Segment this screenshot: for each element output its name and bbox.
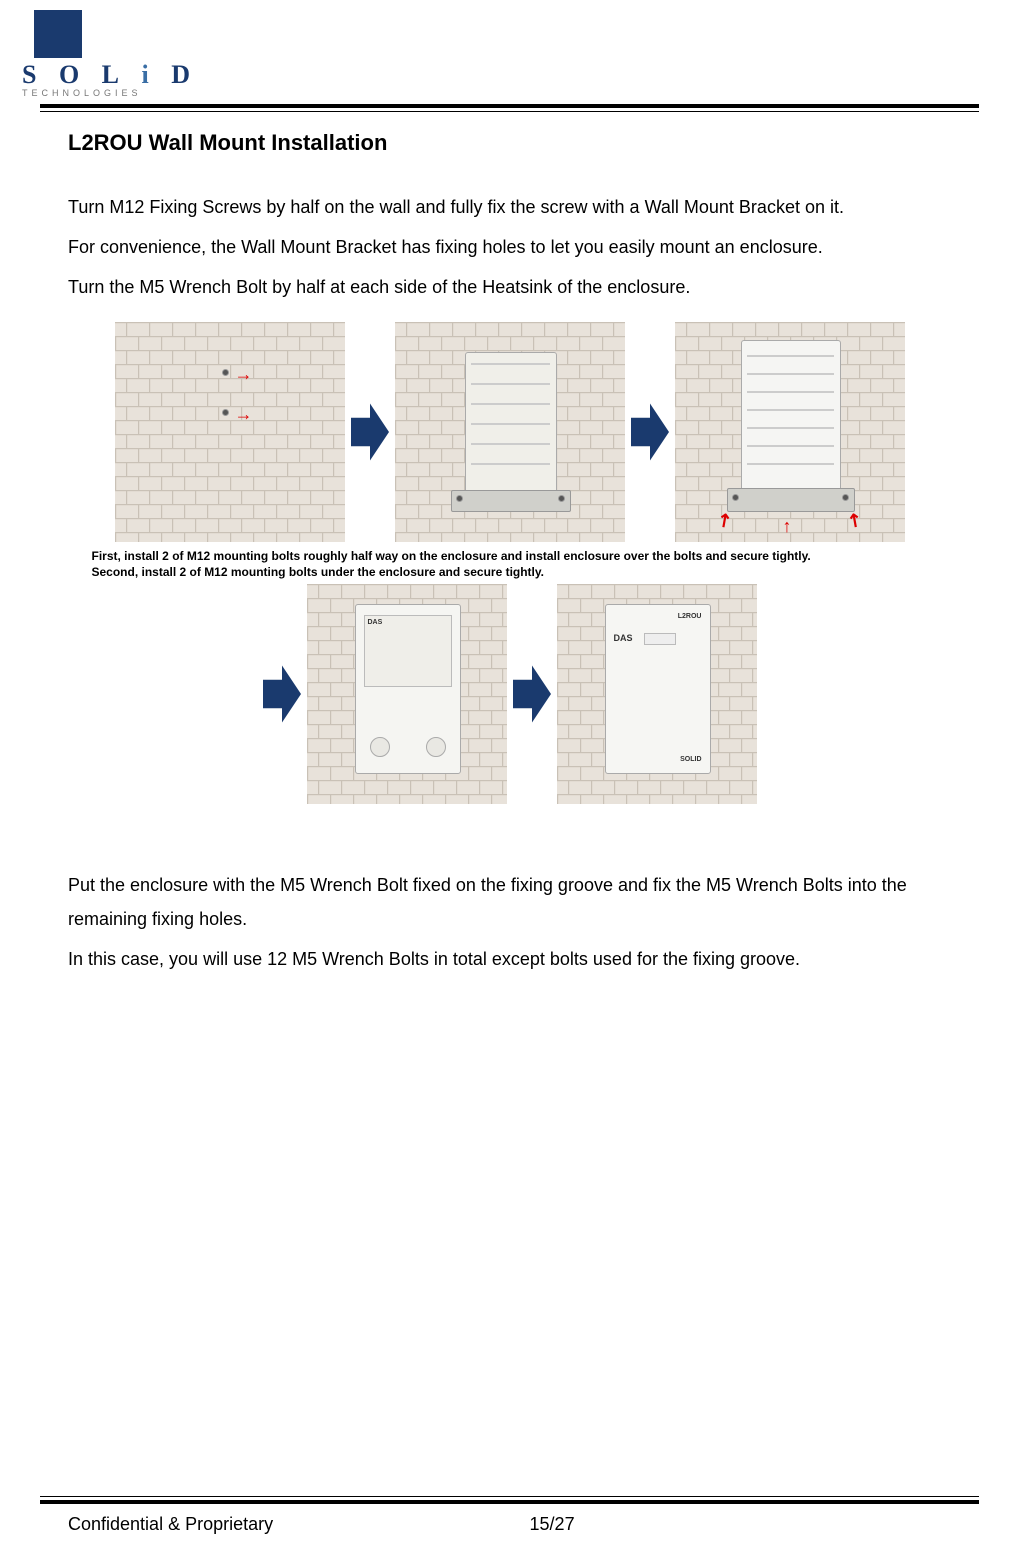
paragraph-2: For convenience, the Wall Mount Bracket … xyxy=(68,230,951,264)
step-arrow-icon xyxy=(351,392,389,472)
document-page: S O L i D TECHNOLOGIES L2ROU Wall Mount … xyxy=(0,0,1019,1563)
page-footer: Confidential & Proprietary 15/27 xyxy=(40,1496,979,1535)
installation-figure: → → xyxy=(90,322,930,804)
red-arrow-icon: → xyxy=(235,404,253,425)
screw-icon xyxy=(559,496,564,501)
port-icon xyxy=(370,737,390,757)
footer-rule xyxy=(40,1496,979,1504)
figure-caption: First, install 2 of M12 mounting bolts r… xyxy=(92,548,930,580)
figure-panel-1: → → xyxy=(115,322,345,542)
logo-wordmark: S O L i D xyxy=(22,60,198,90)
footer-page-number: 15/27 xyxy=(153,1514,951,1535)
enclosure-front-icon: DAS xyxy=(355,604,461,774)
mount-plate-icon xyxy=(727,488,855,512)
mount-plate-icon xyxy=(451,490,571,512)
paragraph-5: In this case, you will use 12 M5 Wrench … xyxy=(68,942,951,976)
caption-line-2: Second, install 2 of M12 mounting bolts … xyxy=(92,565,545,579)
figure-panel-2 xyxy=(395,322,625,542)
figure-row-1: → → xyxy=(90,322,930,542)
device-label-top: L2ROU xyxy=(678,613,702,620)
paragraph-4: Put the enclosure with the M5 Wrench Bol… xyxy=(68,868,951,936)
content-area: L2ROU Wall Mount Installation Turn M12 F… xyxy=(40,112,979,976)
figure-panel-5: L2ROU DAS SOLID xyxy=(557,584,757,804)
paragraph-1: Turn M12 Fixing Screws by half on the wa… xyxy=(68,190,951,224)
bracket-icon xyxy=(465,352,557,494)
device-label-bottom: SOLID xyxy=(680,756,701,763)
step-arrow-icon xyxy=(631,392,669,472)
label-plate-icon xyxy=(644,633,676,645)
red-arrow-icon: ↑ xyxy=(783,516,792,537)
screw-icon xyxy=(223,410,228,415)
figure-row-2: DAS L2ROU DAS SOLID xyxy=(90,584,930,804)
device-label-mid: DAS xyxy=(614,633,633,643)
port-icon xyxy=(426,737,446,757)
screw-icon xyxy=(457,496,462,501)
header-rule xyxy=(40,104,979,112)
section-title: L2ROU Wall Mount Installation xyxy=(68,130,951,156)
step-arrow-icon xyxy=(263,654,301,734)
enclosure-closed-icon: L2ROU DAS SOLID xyxy=(605,604,711,774)
enclosure-icon xyxy=(741,340,841,492)
paragraph-3: Turn the M5 Wrench Bolt by half at each … xyxy=(68,270,951,304)
brand-logo: S O L i D TECHNOLOGIES xyxy=(22,10,979,98)
screw-icon xyxy=(733,495,738,500)
red-arrow-icon: → xyxy=(235,364,253,385)
figure-panel-3: ↗ ↖ ↑ xyxy=(675,322,905,542)
screw-icon xyxy=(843,495,848,500)
step-arrow-icon xyxy=(513,654,551,734)
screw-icon xyxy=(223,370,228,375)
figure-panel-4: DAS xyxy=(307,584,507,804)
brick-wall-icon xyxy=(115,322,345,542)
logo-square-icon xyxy=(34,10,82,58)
caption-line-1: First, install 2 of M12 mounting bolts r… xyxy=(92,549,811,563)
device-label: DAS xyxy=(368,619,383,626)
